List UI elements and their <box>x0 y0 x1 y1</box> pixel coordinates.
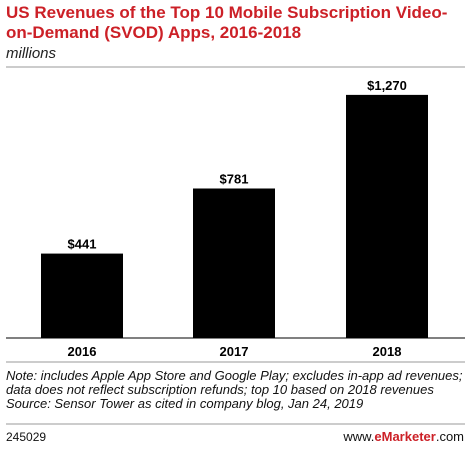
chart-subtitle: millions <box>6 45 57 62</box>
chart-title: US Revenues of the Top 10 Mobile Subscri… <box>6 3 448 42</box>
data-label-2016: $441 <box>68 237 97 252</box>
brand-logo: www.eMarketer.com <box>343 429 464 444</box>
bar-2017 <box>193 188 275 338</box>
source-text: Source: Sensor Tower as cited in company… <box>6 396 364 411</box>
bar-2018 <box>346 94 428 338</box>
chart-id: 245029 <box>6 430 47 444</box>
data-label-2018: $1,270 <box>367 78 407 93</box>
note-text: Note: includes Apple App Store and Googl… <box>6 368 463 397</box>
bar-2016 <box>41 253 123 338</box>
x-tick-label-2018: 2018 <box>373 344 402 359</box>
x-tick-label-2016: 2016 <box>68 344 97 359</box>
chart-notes: Note: includes Apple App Store and Googl… <box>6 369 466 411</box>
x-tick-label-2017: 2017 <box>220 344 249 359</box>
data-label-2017: $781 <box>220 171 249 186</box>
